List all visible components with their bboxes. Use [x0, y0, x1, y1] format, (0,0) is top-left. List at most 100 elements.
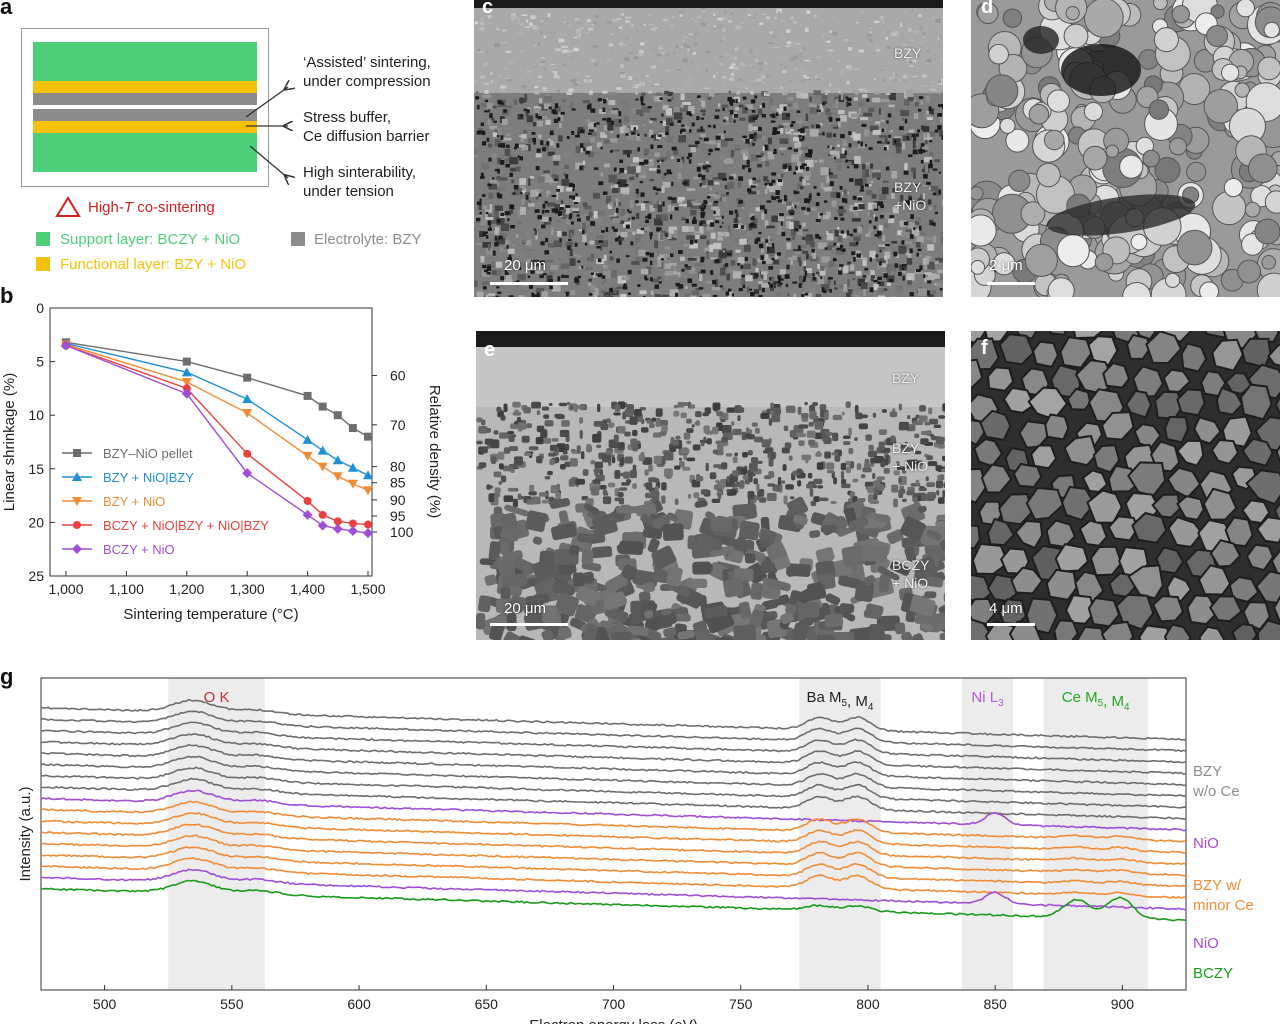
annotation-assisted-sintering: ‘Assisted’ sintering, under compression	[303, 54, 431, 90]
spectrum-5	[40, 755, 1187, 798]
data-point	[364, 520, 372, 529]
y2-tick-label: 100	[390, 524, 414, 540]
y-tick-label: 0	[36, 300, 44, 316]
functional-layer-top	[33, 81, 257, 93]
legend-support-label: Support layer: BCZY + NiO	[60, 231, 241, 248]
data-point	[181, 377, 192, 387]
data-point	[332, 472, 343, 482]
legend-marker	[72, 472, 82, 481]
spectrum-3	[40, 733, 1187, 775]
data-point	[243, 449, 252, 458]
data-point	[242, 409, 253, 419]
annotation-stress-buffer: Stress buffer, Ce diffusion barrier	[303, 109, 430, 145]
annotation-arrows	[245, 70, 310, 190]
support-layer-top	[33, 42, 257, 81]
sem-pore	[1046, 194, 1196, 236]
sem-bzy-layer	[474, 8, 943, 93]
spectrum-line	[40, 744, 1187, 787]
y2-tick-label: 90	[390, 492, 406, 508]
data-point	[347, 525, 358, 536]
sem-grains	[476, 401, 945, 640]
spectrum-15	[40, 868, 1187, 911]
edge-label: O K	[204, 689, 230, 706]
x-tick-label: 550	[220, 996, 244, 1012]
electrolyte-layer-top	[33, 93, 257, 105]
data-point	[348, 424, 357, 433]
spectrum-line	[40, 800, 1186, 843]
legend-marker	[73, 449, 81, 457]
legend-label: BCZY + NiO	[103, 542, 175, 557]
y2-tick-label: 95	[390, 508, 406, 524]
data-point	[302, 434, 313, 444]
x-tick-label: 1,200	[169, 581, 204, 597]
scale-text-c: 20 μm	[504, 257, 546, 274]
spectrum-group-label: BZY	[1193, 763, 1222, 780]
data-point	[242, 468, 253, 479]
spectrum-group-label: w/o Ce	[1192, 783, 1240, 800]
spectrum-line	[40, 868, 1187, 911]
spectrum-group-label: NiO	[1193, 835, 1219, 852]
data-point	[242, 394, 253, 404]
data-point	[347, 462, 358, 472]
sem-image-e: e BZY BZY + NiO BCZY + NiO 20 μm	[476, 331, 945, 640]
x-tick-label: 1,000	[48, 581, 83, 597]
y-tick-label: 20	[28, 514, 44, 530]
spectrum-4	[40, 744, 1187, 787]
annotation-high-sinterability: High sinterability, under tension	[303, 164, 417, 200]
x-tick-label: 900	[1111, 996, 1135, 1012]
spectrum-12	[40, 834, 1187, 877]
series-3	[62, 341, 372, 529]
series-line	[65, 342, 369, 476]
sem-grains	[971, 0, 1280, 297]
x-tick-label: 500	[93, 996, 117, 1012]
plot-frame	[49, 307, 373, 577]
spectrum-line	[40, 698, 1186, 741]
series-line	[65, 341, 369, 438]
panel-label-g: g	[0, 664, 14, 689]
panel-label-d: d	[981, 0, 994, 18]
spectrum-line	[40, 812, 1187, 854]
data-point	[181, 388, 192, 399]
spectrum-line	[40, 823, 1187, 866]
functional-layer-bottom	[33, 121, 257, 133]
spectrum-16	[40, 879, 1187, 922]
x-tick-label: 650	[475, 996, 499, 1012]
sem-pore	[1023, 26, 1059, 54]
legend-label: BCZY + NiO|BZY + NiO|BZY	[103, 518, 269, 533]
legend-electrolyte-label: Electrolyte: BZY	[314, 231, 422, 248]
y2-axis-label: Relative density (%)	[426, 385, 443, 518]
panel-label-c: c	[482, 0, 494, 18]
spectrum-line	[40, 755, 1187, 798]
legend-marker	[72, 544, 82, 554]
data-point	[181, 367, 192, 377]
electrolyte-layer-bottom	[33, 109, 257, 121]
y-tick-label: 15	[28, 461, 44, 477]
scale-bar-d	[987, 282, 1035, 285]
sem-top-edge	[474, 0, 943, 8]
spectrum-line	[40, 766, 1187, 809]
layer-label-bzy: BZY	[894, 45, 922, 61]
spectrum-group-label: BCZY	[1193, 965, 1233, 982]
spectrum-8	[40, 789, 1187, 832]
edge-label: Ce M5, M4	[1062, 689, 1130, 713]
scale-text-f: 4 μm	[989, 600, 1023, 617]
legend-marker	[73, 521, 81, 529]
scale-bar-f	[987, 623, 1035, 626]
data-point	[332, 455, 343, 465]
data-point	[363, 470, 373, 480]
data-point	[363, 528, 373, 539]
layer-label-bzy: BZY	[892, 370, 920, 386]
spectrum-line	[40, 710, 1187, 753]
legend-label: BZY–NiO pellet	[103, 446, 193, 461]
legend-label: BZY + NiO	[103, 494, 165, 509]
spectrum-line	[40, 879, 1187, 922]
y2-tick-label: 60	[390, 368, 406, 384]
spectrum-line	[40, 789, 1187, 832]
panel-label-e: e	[484, 339, 496, 361]
x-tick-label: 600	[347, 996, 371, 1012]
x-tick-label: 1,100	[109, 581, 144, 597]
data-point	[317, 462, 328, 472]
data-point	[61, 340, 71, 351]
scale-bar-e	[490, 623, 568, 626]
scale-text-d: 2 μm	[989, 257, 1023, 274]
